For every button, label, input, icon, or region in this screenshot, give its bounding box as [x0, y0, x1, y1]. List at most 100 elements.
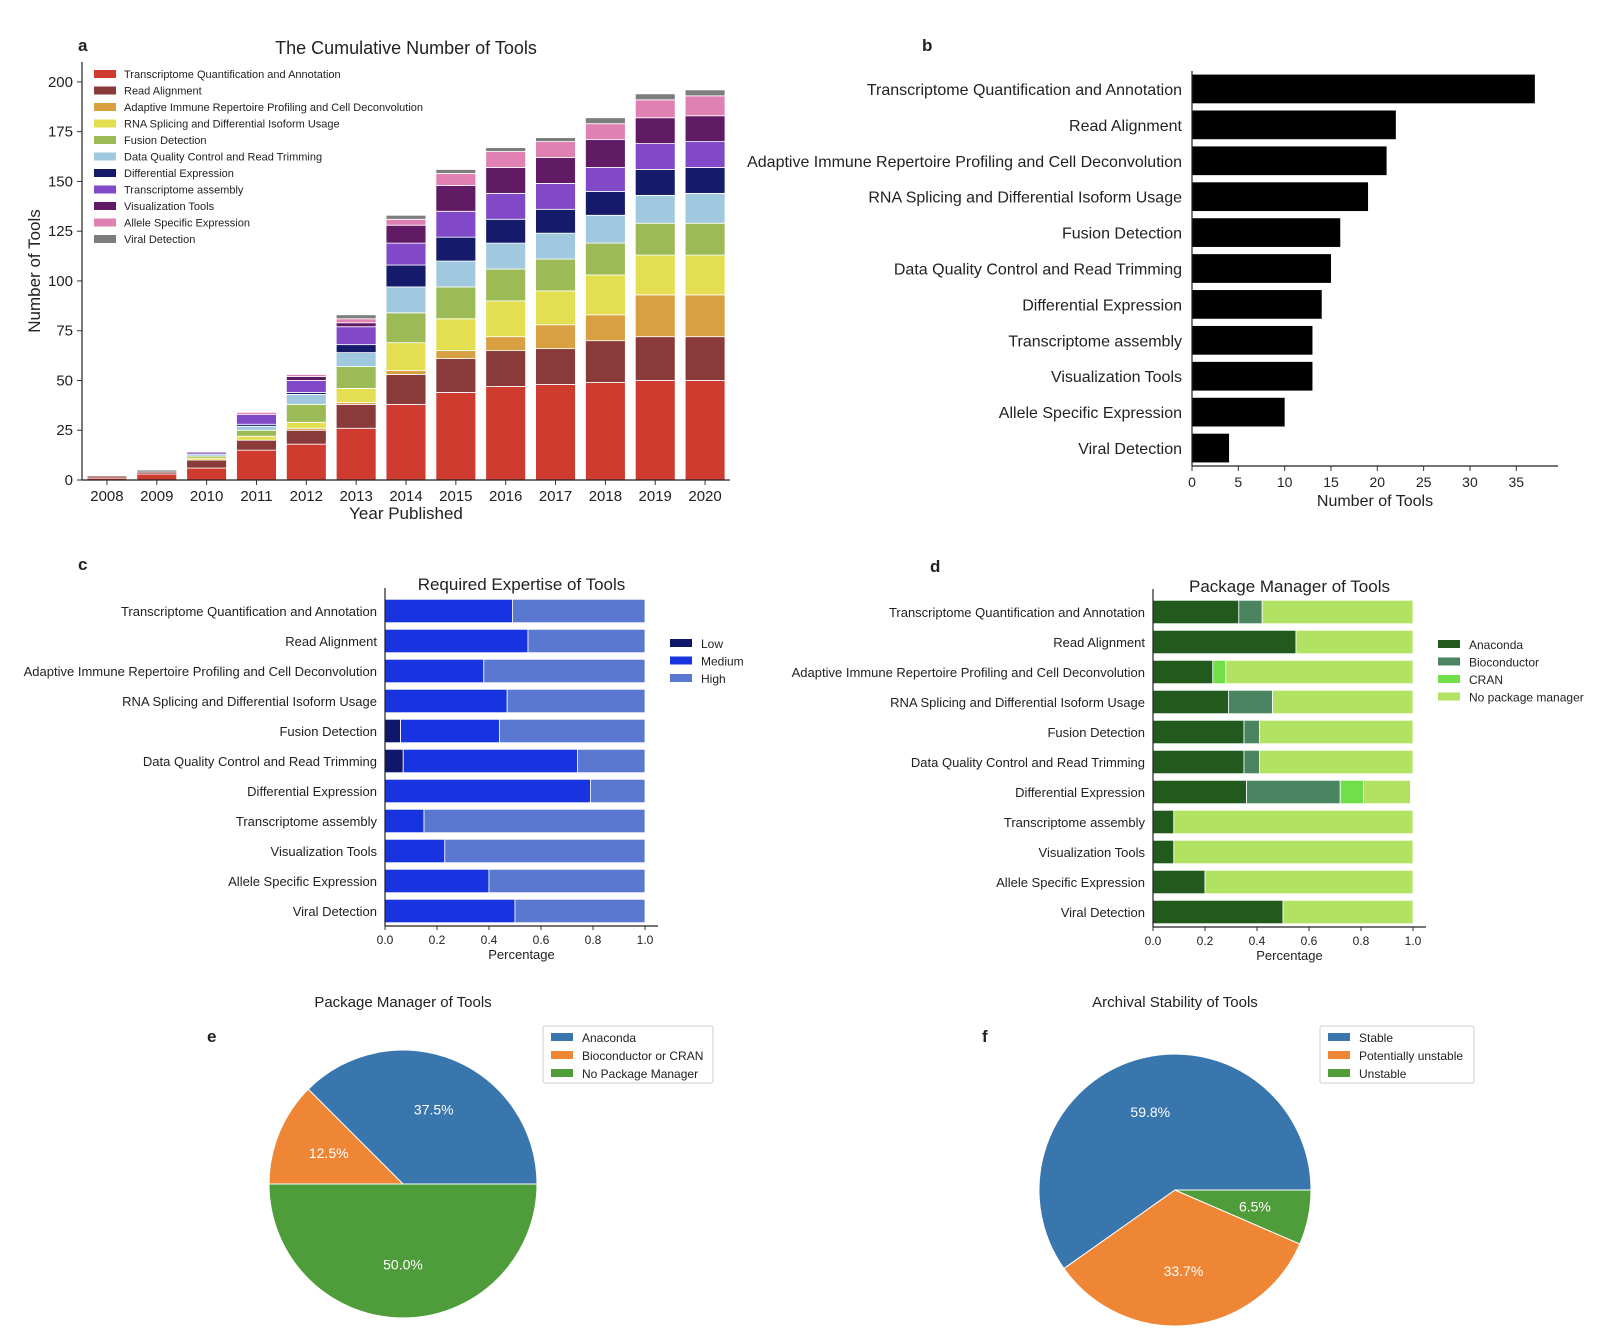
legend-label: Stable: [1359, 1031, 1393, 1045]
category-label: Transcriptome Quantification and Annotat…: [867, 82, 1182, 99]
bar-segment: [485, 242, 527, 270]
bar: [1192, 397, 1285, 427]
legend-label: Transcriptome assembly: [124, 185, 244, 197]
category-label: Allele Specific Expression: [996, 875, 1145, 890]
bar-segment: [1246, 779, 1341, 805]
bar: [1192, 74, 1535, 104]
x-tick-label: 2020: [688, 488, 721, 505]
legend-label: No package manager: [1469, 691, 1584, 705]
category-label: Data Quality Control and Read Trimming: [143, 754, 377, 769]
legend-label: Medium: [701, 655, 744, 669]
bar-segment: [485, 350, 527, 387]
bar-segment: [1204, 869, 1414, 895]
legend-swatch: [94, 235, 116, 243]
bar: [1192, 290, 1322, 319]
bar-segment: [1152, 719, 1245, 745]
legend-label: No Package Manager: [582, 1067, 698, 1081]
bar-segment: [535, 290, 576, 326]
legend-swatch: [1438, 692, 1460, 701]
bar-segment: [186, 459, 227, 469]
x-tick-label: 2009: [140, 488, 173, 505]
x-tick-label: 5: [1234, 474, 1242, 490]
bar-segment: [485, 300, 527, 338]
bar-segment: [535, 348, 576, 385]
chart-title: Required Expertise of Tools: [418, 575, 626, 594]
x-tick-label: 0.6: [1301, 934, 1318, 948]
bar-segment: [535, 208, 576, 234]
bar-segment: [1152, 899, 1284, 925]
bar-segment: [285, 394, 327, 405]
category-label: RNA Splicing and Differential Isoform Us…: [122, 694, 377, 709]
category-label: Transcriptome Quantification and Annotat…: [121, 604, 377, 619]
chart-title: The Cumulative Number of Tools: [275, 38, 537, 58]
bar-segment: [385, 374, 427, 405]
bar-segment: [483, 658, 646, 684]
bar-segment: [535, 258, 576, 292]
bar-segment: [684, 380, 726, 481]
cumulative-tools-chart: 2008 2009 2010 2011 2012 2013 2014 2015 2016 2017…: [25, 38, 730, 523]
bar: [1192, 325, 1313, 355]
bar-segment: [684, 95, 726, 117]
category-label: RNA Splicing and Differential Isoform Us…: [868, 190, 1182, 207]
legend-label: Adaptive Immune Repertoire Profiling and…: [124, 102, 423, 114]
category-label: Read Alignment: [1069, 118, 1183, 135]
bar-segment: [384, 658, 485, 684]
bar-segment: [1339, 779, 1364, 805]
bar-segment: [435, 173, 477, 186]
bar-segment: [1238, 599, 1263, 625]
x-tick-label: 0: [1188, 474, 1196, 490]
bar-segment: [285, 380, 327, 393]
category-label: Viral Detection: [293, 904, 377, 919]
bar-segment: [335, 344, 377, 354]
pie-percent-label: 12.5%: [309, 1145, 349, 1161]
bar-segment: [444, 838, 646, 864]
bar-segment: [634, 117, 676, 145]
category-label: Allele Specific Expression: [228, 874, 377, 889]
bar-segment: [585, 123, 626, 141]
bar-segment: [402, 748, 578, 774]
bar-segment: [186, 467, 227, 481]
bar-segment: [435, 185, 477, 212]
y-tick-label: 175: [48, 124, 73, 141]
bar-segment: [1152, 689, 1229, 715]
bar-segment: [485, 268, 527, 302]
legend-swatch: [94, 119, 116, 128]
bar-segment: [1152, 869, 1206, 895]
bar-segment: [1225, 659, 1414, 685]
category-label: Visualization Tools: [1051, 369, 1182, 386]
x-axis-label: Number of Tools: [1317, 493, 1433, 510]
bar-segment: [385, 312, 427, 344]
bar-segment: [335, 322, 377, 328]
legend-swatch: [670, 639, 692, 647]
bar-segment: [1295, 629, 1414, 655]
bar-segment: [585, 214, 626, 244]
bar: [1192, 361, 1313, 391]
bar-segment: [485, 167, 527, 194]
category-label: Allele Specific Expression: [999, 405, 1182, 422]
bar-segment: [634, 294, 676, 338]
category-label: Differential Expression: [1022, 297, 1182, 314]
legend-label: Anaconda: [582, 1031, 636, 1045]
legend-box: [1319, 1025, 1475, 1084]
x-tick-label: 0.2: [1197, 934, 1214, 948]
bar-segment: [236, 435, 277, 441]
panel-label-d: d: [930, 557, 940, 576]
y-tick-label: 150: [48, 173, 73, 190]
bar-segment: [634, 169, 676, 196]
bar-segment: [535, 141, 576, 158]
required-expertise-chart: Transcriptome Quantification and Annotat…: [24, 575, 744, 962]
legend-label: Unstable: [1359, 1067, 1407, 1081]
legend-label: Allele Specific Expression: [124, 218, 250, 230]
bar-segment: [384, 868, 490, 894]
legend-swatch: [94, 218, 116, 227]
legend-swatch: [551, 1051, 573, 1059]
bar-segment: [186, 451, 227, 455]
x-tick-label: 15: [1323, 474, 1339, 490]
bar-segment: [435, 260, 477, 288]
bar-segment: [236, 429, 277, 437]
x-tick-label: 2015: [439, 488, 472, 505]
legend-swatch: [1438, 657, 1460, 666]
bar-segment: [577, 748, 646, 774]
bar-segment: [1173, 839, 1414, 865]
bar-segment: [585, 117, 626, 125]
